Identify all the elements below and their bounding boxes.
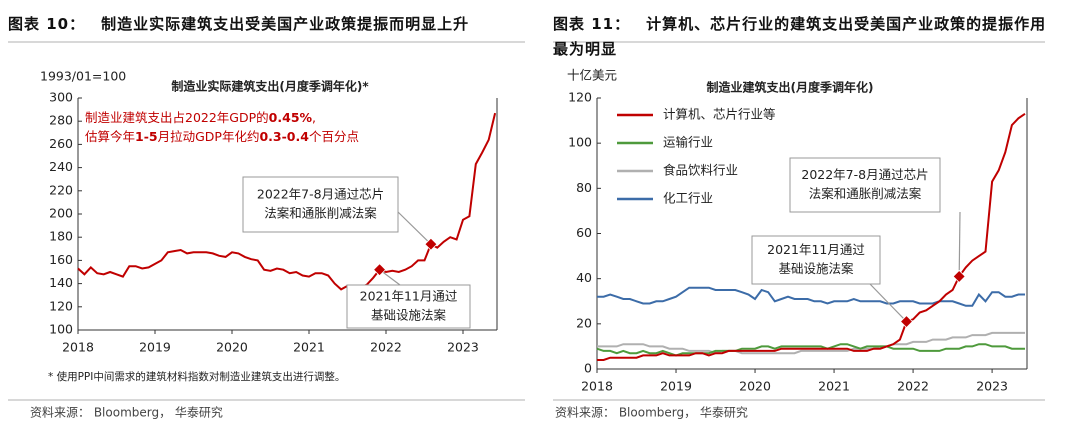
x-tick-label: 2021 [293, 340, 325, 355]
note-segment: 1-5 [135, 129, 158, 144]
source: 资料来源： Bloomberg， 华泰研究 [30, 405, 223, 420]
legend-label: 化工行业 [663, 191, 713, 206]
note-segment: 0.45% [269, 110, 313, 125]
x-tick-label: 2018 [581, 379, 613, 394]
x-tick-label: 2018 [62, 340, 94, 355]
x-tick-label: 2023 [976, 379, 1008, 394]
figure-header: 图表 10： 制造业实际建筑支出受美国产业政策提振而明显上升 [8, 12, 523, 37]
y-tick-label: 160 [49, 252, 73, 267]
highlight-marker [899, 315, 914, 329]
highlight-marker [952, 269, 966, 283]
x-tick-label: 2021 [818, 379, 850, 394]
highlight-marker [373, 263, 387, 277]
callout-box [789, 157, 941, 213]
series-line [77, 112, 497, 291]
note-segment: 0.3-0.4 [259, 129, 309, 144]
x-tick-label: 2020 [739, 379, 771, 394]
callout-leader [869, 283, 907, 322]
y-tick-label: 80 [576, 180, 592, 195]
callout-text: 2021年11月通过 [360, 289, 458, 304]
chart-subtitle: 制造业建筑支出(月度季调年化) [707, 80, 874, 95]
callout-box [242, 176, 399, 233]
y-tick-label: 20 [576, 315, 592, 330]
chart-subtitle: 制造业实际建筑支出(月度季调年化)* [171, 79, 369, 94]
y-tick-label: 120 [568, 90, 592, 105]
x-tick-label: 2019 [660, 379, 692, 394]
callout-text: 2022年7-8月通过芯片 [801, 167, 928, 182]
callout-text: 基础设施法案 [778, 261, 854, 276]
unit-label: 十亿美元 [567, 68, 617, 83]
footnote: * 使用PPI中间需求的建筑材料指数对制造业建筑支出进行调整。 [48, 370, 345, 383]
callout-text: 2021年11月通过 [767, 242, 865, 257]
y-tick-label: 240 [49, 159, 73, 174]
x-tick-label: 2023 [447, 340, 479, 355]
legend-label: 食品饮料行业 [663, 163, 738, 178]
figure-title: 制造业实际建筑支出受美国产业政策提振而明显上升 [101, 15, 470, 33]
figure-title: 计算机、芯片行业的建筑支出受美国产业政策的提振作用最为明显 [553, 15, 1047, 58]
x-tick-label: 2022 [370, 340, 402, 355]
callout-text: 法案和通胀削减法案 [809, 186, 922, 201]
note-segment: 估算今年 [85, 129, 135, 144]
callout-box [751, 235, 881, 285]
callout-box [346, 284, 471, 329]
source: 资料来源： Bloomberg， 华泰研究 [555, 405, 748, 420]
note-segment: 月拉动GDP年化约 [158, 129, 260, 144]
figure-header: 图表 11： 计算机、芯片行业的建筑支出受美国产业政策的提振作用最为明显 [553, 12, 1048, 62]
legend-label: 计算机、芯片行业等 [663, 107, 776, 122]
series-line [597, 112, 1026, 361]
y-tick-label: 0 [584, 361, 592, 376]
series-line [597, 331, 1025, 355]
x-tick-label: 2022 [897, 379, 929, 394]
y-tick-label: 180 [49, 229, 73, 244]
note-text: 制造业建筑支出占2022年GDP的0.45%, [85, 110, 316, 125]
legend-label: 运输行业 [663, 135, 713, 150]
note-segment: 个百分点 [309, 129, 359, 144]
x-tick-label: 2020 [216, 340, 248, 355]
series-line [597, 286, 1025, 307]
series-line [596, 343, 1025, 357]
y-tick-label: 280 [49, 113, 73, 128]
unit-label: 1993/01=100 [40, 69, 126, 84]
callout-text: 法案和通胀削减法案 [264, 206, 377, 221]
y-tick-label: 140 [49, 275, 73, 290]
y-tick-label: 100 [568, 135, 592, 150]
y-tick-label: 260 [49, 136, 73, 151]
callout-leader [397, 211, 432, 245]
figure-label: 图表 10： [8, 15, 86, 33]
figure-label: 图表 11： [553, 15, 631, 33]
note-text: 估算今年1-5月拉动GDP年化约0.3-0.4个百分点 [85, 129, 359, 144]
y-tick-label: 220 [49, 182, 73, 197]
callout-leader [958, 211, 961, 277]
y-tick-label: 40 [576, 270, 592, 285]
y-tick-label: 60 [576, 225, 592, 240]
callout-text: 2022年7-8月通过芯片 [257, 187, 384, 202]
note-segment: , [312, 110, 316, 125]
y-tick-label: 300 [49, 90, 73, 105]
note-segment: 制造业建筑支出占2022年GDP的 [85, 110, 269, 125]
y-tick-label: 100 [49, 322, 73, 337]
callout-text: 基础设施法案 [371, 308, 447, 323]
y-tick-label: 120 [49, 298, 73, 313]
x-tick-label: 2019 [139, 340, 171, 355]
highlight-marker [424, 237, 438, 251]
y-tick-label: 200 [49, 206, 73, 221]
